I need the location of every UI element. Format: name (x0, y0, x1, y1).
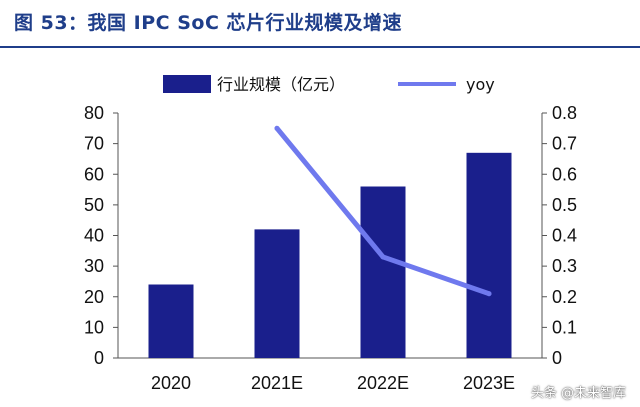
y-left-tick-label: 60 (84, 164, 104, 184)
plot-area: 0 10 20 30 40 50 60 70 80 0 0.1 0.2 0.3 0.4 0.5 0.6 0.7 0… (84, 103, 577, 393)
y-left-tick-label: 0 (94, 348, 104, 368)
bar-2021E (254, 229, 300, 358)
x-tick-label: 2020 (151, 373, 191, 393)
x-tick-label: 2023E (463, 373, 515, 393)
y-right-tick-label: 0.1 (552, 317, 577, 337)
y-left-tick-label: 80 (84, 103, 104, 123)
y-left-tick-label: 70 (84, 134, 104, 154)
y-right-tick-label: 0.2 (552, 287, 577, 307)
watermark: 头条 @未来智库 (530, 386, 626, 401)
x-tick-label: 2021E (251, 373, 303, 393)
y-right-tick-label: 0.5 (552, 195, 577, 215)
x-tick-label: 2022E (357, 373, 409, 393)
y-right-tick-label: 0.7 (552, 134, 577, 154)
y-left-tick-label: 50 (84, 195, 104, 215)
bar-2022E (360, 186, 406, 358)
bar-2020 (148, 284, 194, 358)
y-left-tick-label: 20 (84, 287, 104, 307)
legend: 行业规模（亿元） yoy (163, 75, 495, 94)
yoy-point (486, 291, 492, 297)
y-right-tick-label: 0.6 (552, 164, 577, 184)
y-left-tick-label: 40 (84, 226, 104, 246)
legend-line-label: yoy (466, 75, 495, 94)
y-right-tick-label: 0.3 (552, 256, 577, 276)
y-left-tick-label: 30 (84, 256, 104, 276)
yoy-point (274, 125, 280, 131)
y-right-tick-label: 0 (552, 348, 562, 368)
y-left-tick-label: 10 (84, 317, 104, 337)
yoy-point (380, 254, 386, 260)
legend-bar-swatch (163, 75, 211, 93)
title-rule (0, 46, 640, 48)
y-right-tick-label: 0.8 (552, 103, 577, 123)
bar-2023E (466, 152, 512, 358)
legend-bar-label: 行业规模（亿元） (217, 75, 345, 94)
figure-title: 图 53：我国 IPC SoC 芯片行业规模及增速 (14, 12, 403, 34)
y-right-tick-label: 0.4 (552, 226, 577, 246)
